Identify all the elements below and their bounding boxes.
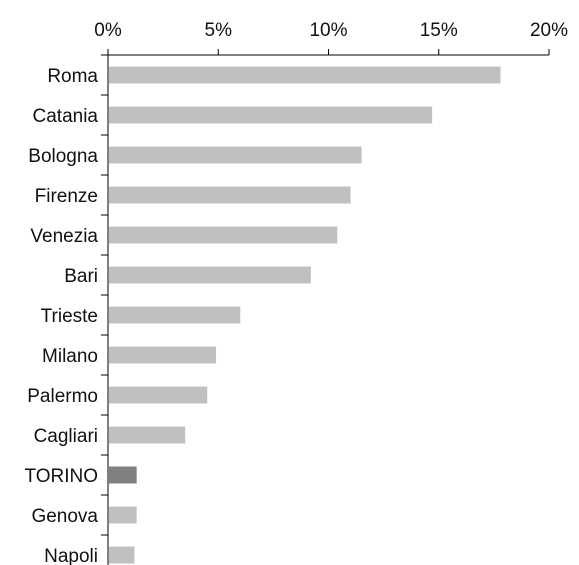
x-axis: 0% 5% 10% 15% 20%: [94, 20, 568, 56]
bar-catania: [109, 106, 433, 124]
bar-venezia: [109, 226, 338, 244]
category-label: Roma: [47, 66, 98, 87]
bar-milano: [109, 346, 217, 364]
category-label: Bologna: [28, 146, 98, 167]
bar-torino: [109, 466, 137, 484]
category-label: Firenze: [35, 186, 98, 207]
bar-napoli: [109, 546, 135, 564]
bar-bari: [109, 266, 311, 284]
category-label: Venezia: [30, 226, 98, 247]
y-axis: Roma Catania Bologna Firenze Venezia Bari Trie…: [24, 54, 109, 565]
bar-palermo: [109, 386, 208, 404]
x-tick-label: 15%: [420, 20, 458, 41]
bar-cagliari: [109, 426, 186, 444]
x-tick-label: 20%: [530, 20, 568, 41]
bar-genova: [109, 506, 137, 524]
category-label: TORINO: [24, 466, 98, 487]
category-label: Catania: [33, 106, 99, 127]
category-label: Bari: [64, 266, 98, 287]
bar-bologna: [109, 146, 362, 164]
category-label: Napoli: [44, 546, 98, 565]
category-label: Cagliari: [34, 426, 98, 447]
bar-firenze: [109, 186, 351, 204]
x-tick-label: 10%: [309, 20, 347, 41]
category-label: Milano: [42, 346, 98, 367]
bars: [109, 66, 501, 564]
x-tick-label: 0%: [94, 20, 122, 41]
bar-roma: [109, 66, 501, 84]
category-label: Trieste: [41, 306, 98, 327]
category-label: Palermo: [27, 386, 98, 407]
bar-trieste: [109, 306, 241, 324]
category-label: Genova: [31, 506, 98, 527]
x-tick-label: 5%: [205, 20, 233, 41]
